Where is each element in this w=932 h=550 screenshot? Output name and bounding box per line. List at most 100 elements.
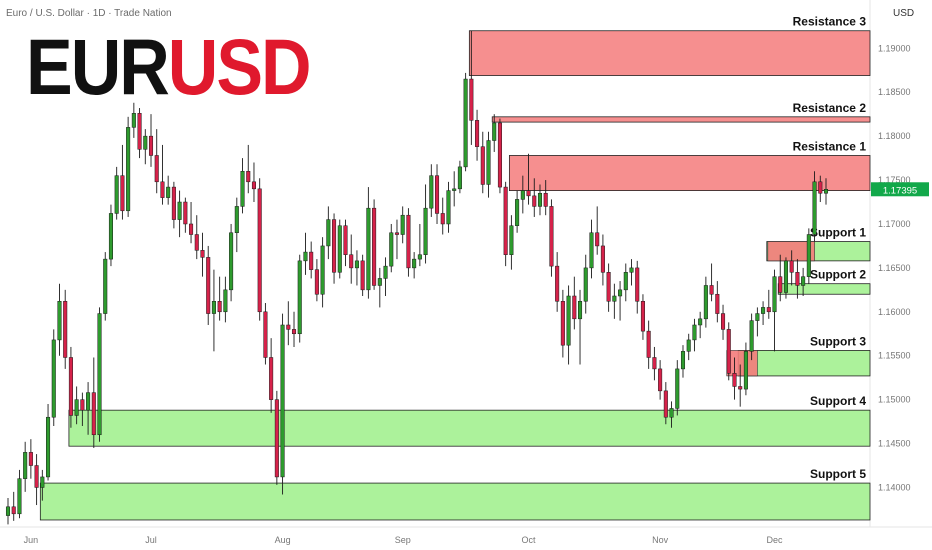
candle-body bbox=[154, 155, 159, 183]
candle-body bbox=[572, 295, 577, 320]
candle-body bbox=[669, 408, 674, 418]
time-tick-label: Oct bbox=[522, 535, 537, 545]
candle-body bbox=[297, 260, 302, 335]
candle-body bbox=[80, 399, 85, 411]
candle-body bbox=[738, 386, 743, 390]
candle-body bbox=[303, 251, 308, 262]
chart-header: Euro / U.S. Dollar · 1D · Trade Nation bbox=[6, 8, 172, 19]
candle-body bbox=[709, 285, 714, 295]
candle-body bbox=[108, 213, 113, 260]
candle-body bbox=[783, 260, 788, 293]
candle-body bbox=[623, 272, 628, 291]
candle-body bbox=[291, 329, 297, 335]
logo-base: EUR bbox=[26, 23, 170, 111]
price-tick-label: 1.15000 bbox=[878, 395, 911, 405]
candle-body bbox=[703, 285, 708, 320]
candle-body bbox=[515, 199, 520, 226]
candle-body bbox=[177, 201, 182, 220]
price-tick-label: 1.17500 bbox=[878, 175, 911, 185]
candle-body bbox=[400, 214, 405, 235]
candle-body bbox=[555, 265, 560, 302]
candle-body bbox=[171, 186, 176, 220]
candle-body bbox=[801, 276, 806, 286]
zone-label: Support 1 bbox=[810, 226, 866, 240]
candle-body bbox=[354, 260, 359, 269]
zone-label: Resistance 3 bbox=[793, 15, 867, 29]
candle-body bbox=[337, 225, 342, 273]
supply-box bbox=[726, 350, 758, 377]
symbol-logo: EURUSD bbox=[26, 28, 312, 106]
candle-body bbox=[818, 181, 823, 194]
candle-body bbox=[663, 390, 668, 418]
candle-body bbox=[789, 260, 794, 273]
candle-body bbox=[606, 272, 611, 302]
candle-body bbox=[475, 120, 480, 147]
candle-body bbox=[46, 416, 51, 478]
candle-body bbox=[520, 190, 525, 200]
zone-label: Resistance 1 bbox=[793, 139, 867, 153]
candle-body bbox=[320, 245, 325, 295]
candle-body bbox=[692, 324, 697, 341]
candle-body bbox=[492, 122, 497, 141]
candle-body bbox=[429, 175, 434, 209]
candle-body bbox=[286, 324, 291, 330]
candle-body bbox=[434, 175, 440, 214]
candle-body bbox=[34, 465, 39, 488]
candle-body bbox=[40, 476, 45, 488]
candle-body bbox=[143, 135, 148, 150]
candle-body bbox=[86, 392, 91, 411]
candle-body bbox=[63, 301, 68, 358]
candle-body bbox=[148, 135, 154, 156]
candle-body bbox=[537, 192, 543, 207]
zone-support-3 bbox=[737, 350, 871, 377]
candle-body bbox=[509, 225, 514, 255]
candle-body bbox=[217, 301, 222, 313]
candle-body bbox=[309, 251, 314, 270]
candle-body bbox=[240, 171, 245, 207]
candle-body bbox=[211, 301, 216, 314]
candle-body bbox=[726, 329, 731, 374]
candle-body bbox=[97, 313, 102, 436]
candle-body bbox=[343, 225, 348, 255]
zone-resistance-2 bbox=[491, 116, 871, 123]
candle-body bbox=[349, 254, 354, 269]
candle-body bbox=[772, 276, 777, 313]
price-tick-label: 1.18000 bbox=[878, 131, 911, 141]
zone-label: Support 5 bbox=[810, 467, 866, 481]
price-tick-label: 1.17000 bbox=[878, 219, 911, 229]
candle-body bbox=[234, 206, 239, 234]
zone-support-4 bbox=[68, 409, 871, 447]
candle-body bbox=[200, 250, 205, 258]
candle-body bbox=[28, 452, 33, 466]
time-tick-label: Nov bbox=[652, 535, 669, 545]
zone-label: Support 4 bbox=[810, 394, 866, 408]
zone-label: Support 2 bbox=[810, 268, 866, 282]
candle-body bbox=[652, 357, 657, 370]
candle-body bbox=[131, 113, 136, 128]
candle-body bbox=[326, 219, 331, 247]
time-tick-label: Sep bbox=[395, 535, 411, 545]
price-tick-label: 1.14000 bbox=[878, 482, 911, 492]
price-tick-label: 1.14500 bbox=[878, 439, 911, 449]
time-tick-label: Jun bbox=[24, 535, 39, 545]
candle-body bbox=[686, 339, 691, 352]
candle-body bbox=[486, 140, 491, 185]
candle-body bbox=[332, 219, 337, 273]
candle-body bbox=[280, 324, 285, 478]
candle-body bbox=[189, 223, 194, 235]
candle-body bbox=[389, 232, 394, 267]
candle-body bbox=[269, 357, 274, 400]
candle-body bbox=[229, 232, 234, 291]
candle-body bbox=[503, 186, 508, 255]
candle-body bbox=[183, 201, 188, 225]
candle-body bbox=[137, 113, 142, 150]
candle-body bbox=[812, 181, 817, 235]
candle-body bbox=[469, 78, 474, 121]
candle-body bbox=[446, 190, 451, 225]
zone-label: Support 3 bbox=[810, 334, 866, 348]
price-tick-label: 1.16500 bbox=[878, 263, 911, 273]
candle-body bbox=[17, 478, 22, 515]
candle-body bbox=[629, 267, 634, 273]
candle-body bbox=[549, 206, 554, 267]
